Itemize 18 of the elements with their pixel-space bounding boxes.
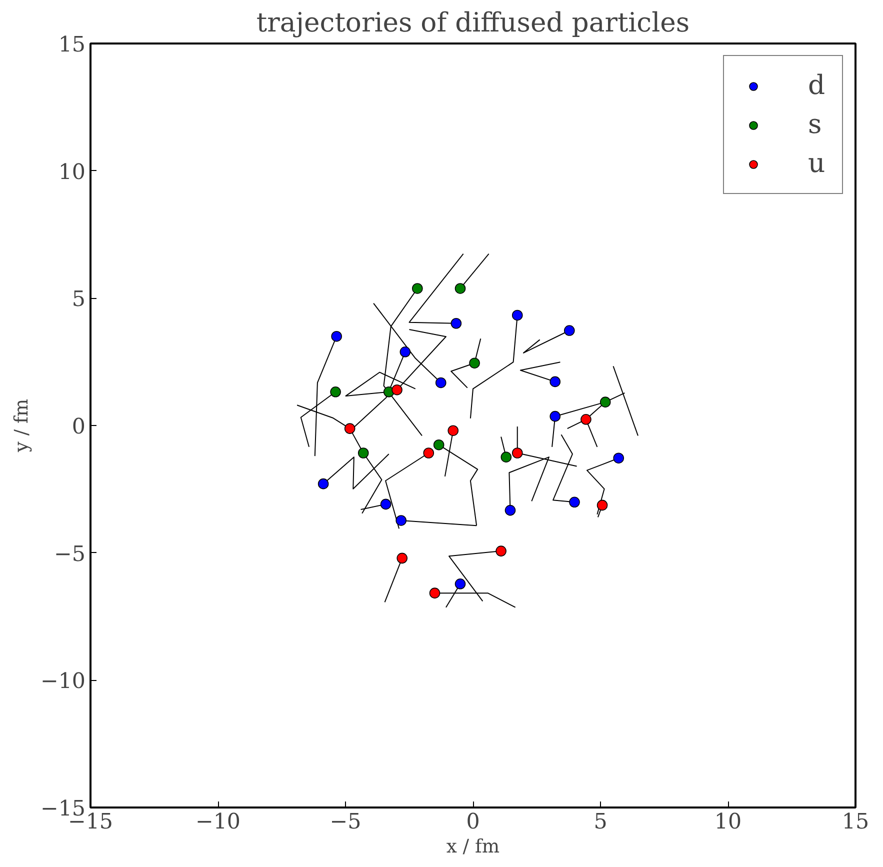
x-tick-label: 15 [842,810,870,834]
y-tick-label: 15 [58,32,86,58]
y-tick-label: 0 [72,414,86,440]
x-tick-label: 10 [714,810,742,834]
x-tick-label: 0 [466,810,480,834]
y-tick-label: −10 [40,669,86,694]
legend-label: u [808,148,826,179]
x-tick-label: −5 [330,810,362,834]
y-tick-label: 5 [72,287,86,312]
x-axis-title: x / fm [446,836,500,858]
y-tick-label: −5 [54,542,86,567]
legend-label: s [808,109,823,140]
x-tick-label: −10 [195,810,241,834]
y-axis-title: y / fm [11,398,32,454]
legend-label: d [808,70,826,101]
y-tick-label: 10 [58,160,86,185]
x-tick-label: 5 [594,810,608,834]
chart-title: trajectories of diffused particles [256,8,690,38]
